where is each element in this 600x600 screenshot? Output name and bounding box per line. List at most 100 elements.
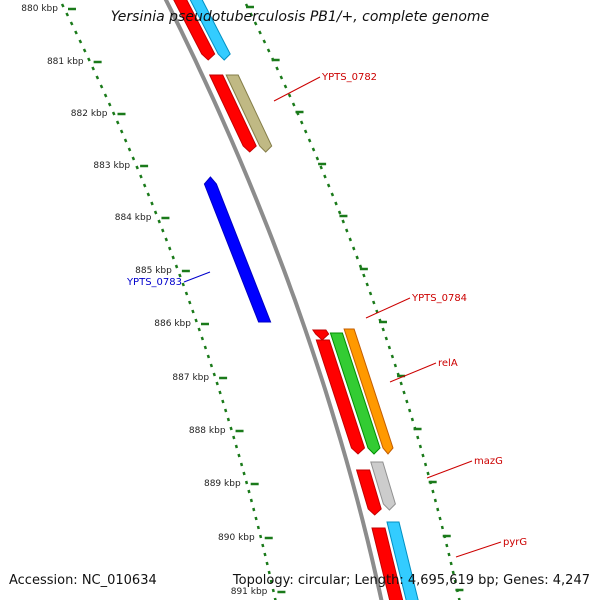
- outer-ruler-dot: [249, 12, 254, 17]
- outer-ruler-dot: [426, 471, 430, 476]
- inner-ruler-dot: [249, 498, 253, 503]
- inner-ruler-dot: [184, 291, 189, 296]
- gene-ypts-0783[interactable]: [203, 176, 272, 323]
- inner-ruler-dot: [119, 129, 124, 134]
- gene-label[interactable]: YPTS_0782: [321, 72, 377, 83]
- gene-ypts-0782[interactable]: [225, 74, 273, 153]
- ruler-label: 882 kbp: [71, 109, 108, 119]
- outer-ruler-dot: [453, 579, 457, 584]
- outer-ruler-dot: [399, 381, 403, 386]
- gene-label[interactable]: mazG: [474, 456, 503, 467]
- accession-text: Accession: NC_010634: [9, 573, 157, 588]
- inner-ruler-dot: [239, 462, 244, 467]
- gene-unlabeled[interactable]: [175, 0, 231, 61]
- inner-ruler-dot: [254, 516, 258, 521]
- gene-label[interactable]: YPTS_0784: [411, 293, 467, 304]
- leader-line: [389, 362, 437, 383]
- gene-unlabeled[interactable]: [315, 339, 366, 455]
- backbone-layer: [163, 0, 384, 600]
- inner-ruler-dot: [194, 318, 198, 323]
- outer-ruler-dot: [402, 390, 406, 395]
- inner-ruler-dot: [221, 399, 225, 404]
- inner-ruler-dot: [212, 372, 216, 377]
- ruler-label: 884 kbp: [115, 213, 152, 223]
- inner-ruler-dot: [91, 66, 95, 71]
- inner-ruler-dot: [178, 273, 182, 278]
- ruler-label: 883 kbp: [93, 161, 130, 171]
- outer-ruler-dot: [307, 138, 312, 143]
- inner-ruler-dot: [261, 543, 265, 548]
- leader-line: [426, 460, 473, 479]
- outer-ruler-dot: [372, 300, 376, 305]
- gene-unlabeled[interactable]: [208, 74, 257, 153]
- outer-ruler-dot: [330, 192, 335, 197]
- ruler-label: 891 kbp: [231, 587, 268, 597]
- genome-backbone: [163, 0, 384, 600]
- outer-ruler-dot: [384, 336, 389, 341]
- inner-ruler-dot: [87, 57, 91, 62]
- ruler-labels: 880 kbp 881 kbp 882 kbp 883 kbp 884 kbp 885 k…: [21, 4, 267, 597]
- gene-label[interactable]: pyrG: [503, 537, 527, 548]
- map-title: Yersinia pseudotuberculosis PB1/+, compl…: [110, 9, 490, 25]
- inner-ruler-dot: [60, 3, 65, 8]
- leader-line: [455, 541, 502, 558]
- outer-ruler-dot: [393, 363, 398, 368]
- gene-label[interactable]: relA: [438, 358, 458, 369]
- inner-ruler-dot: [164, 237, 169, 242]
- outer-ruler-dot: [431, 489, 435, 494]
- inner-ruler-dot: [259, 534, 263, 539]
- gene-unlabeled[interactable]: [158, 0, 216, 61]
- ruler-label: 881 kbp: [47, 57, 84, 67]
- gene-features: [158, 0, 420, 600]
- inner-ruler-dot: [265, 561, 269, 566]
- inner-ruler-dot: [65, 12, 70, 17]
- gene-ypts-0784[interactable]: [329, 332, 381, 455]
- gene-unlabeled[interactable]: [371, 527, 404, 600]
- gene-mazg[interactable]: [370, 461, 396, 511]
- inner-ruler-dot: [232, 435, 236, 440]
- outer-ruler-dot: [345, 228, 349, 233]
- outer-ruler-dot: [381, 327, 385, 332]
- gene-unlabeled[interactable]: [311, 329, 330, 341]
- inner-ruler-dot: [82, 48, 87, 53]
- inner-ruler-dot: [78, 39, 83, 44]
- outer-ruler-dot: [348, 237, 353, 242]
- gene-rela[interactable]: [343, 328, 394, 455]
- outer-ruler-dot: [323, 174, 327, 179]
- inner-ruler-dot: [269, 579, 273, 584]
- outer-ruler-dot: [275, 66, 279, 71]
- inner-ruler-dot: [263, 552, 267, 557]
- inner-ruler-dot: [215, 381, 219, 386]
- outer-ruler-dot: [433, 498, 437, 503]
- outer-ruler-dot: [362, 273, 366, 278]
- gene-unlabeled[interactable]: [355, 469, 382, 516]
- inner-ruler-dot: [252, 507, 256, 512]
- gene-pyrg[interactable]: [386, 521, 420, 600]
- inner-ruler-dot: [131, 156, 136, 161]
- outer-ruler-dot: [445, 543, 449, 548]
- inner-ruler-dot: [234, 444, 239, 449]
- ruler-label: 888 kbp: [189, 426, 226, 436]
- outer-ruler-dot: [311, 147, 316, 152]
- genome-summary-text: Topology: circular; Length: 4,695,619 bp…: [232, 573, 590, 588]
- outer-ruler-dot: [337, 210, 342, 215]
- gene-label[interactable]: YPTS_0783: [126, 277, 182, 288]
- outer-ruler-dot: [416, 435, 420, 440]
- outer-ruler-dot: [299, 120, 304, 125]
- outer-ruler-dot: [440, 525, 444, 530]
- ruler-label: 887 kbp: [172, 373, 209, 383]
- inner-ruler-dot: [244, 480, 249, 485]
- ruler-ticks: [60, 3, 464, 600]
- inner-ruler-dot: [74, 30, 78, 35]
- inner-ruler-dot: [218, 390, 222, 395]
- outer-ruler-dot: [287, 93, 292, 98]
- inner-ruler-dot: [157, 219, 161, 224]
- leader-line: [273, 76, 321, 102]
- outer-ruler-dot: [423, 462, 428, 467]
- outer-ruler-dot: [407, 408, 412, 413]
- outer-ruler-dot: [387, 345, 392, 350]
- outer-ruler-dot: [279, 75, 284, 80]
- outer-ruler-dot: [368, 291, 373, 296]
- outer-ruler-dot: [418, 444, 423, 449]
- inner-ruler-dot: [229, 426, 233, 431]
